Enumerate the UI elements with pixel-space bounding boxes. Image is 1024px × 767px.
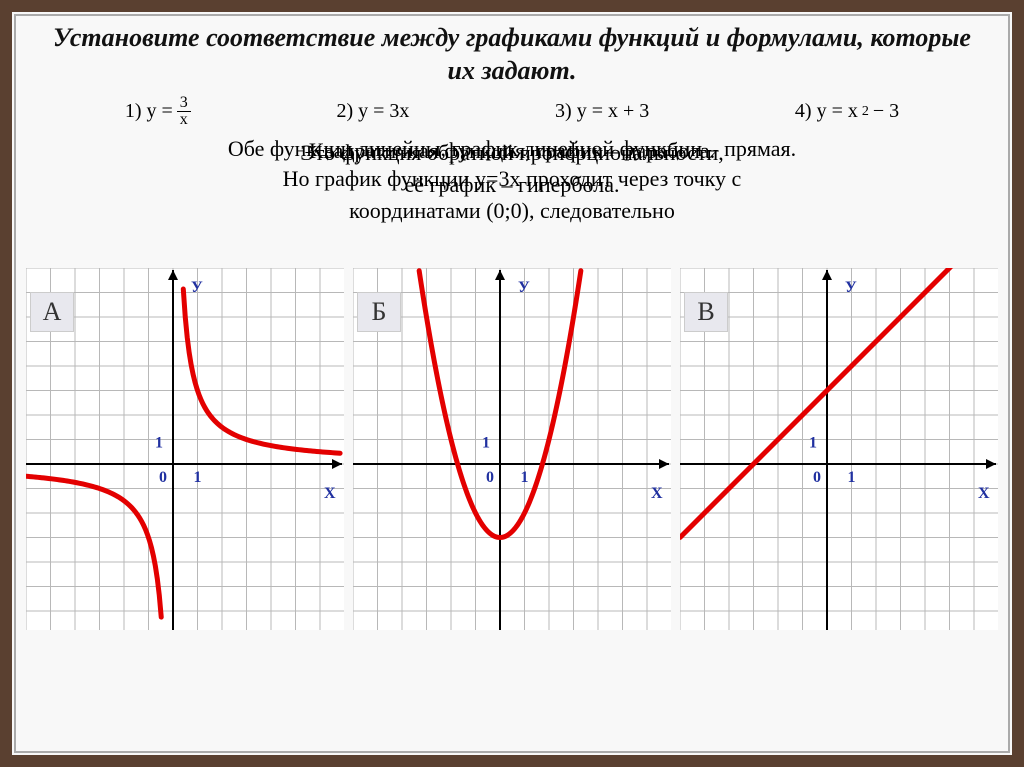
svg-text:1: 1: [155, 435, 163, 452]
svg-text:0: 0: [486, 469, 494, 486]
chart-badge-A: А: [30, 292, 74, 332]
explanation-overlay: Обе функции линейны, график линейной фун…: [32, 136, 992, 246]
chart-badge-B: Б: [357, 292, 401, 332]
svg-text:0: 0: [159, 469, 167, 486]
svg-text:У: У: [191, 279, 203, 296]
chart-B-wrap: Б У Х 1 0 1: [353, 268, 671, 635]
svg-text:1: 1: [848, 469, 856, 486]
explain-line-c: Это функция обратной пропорциональности,: [32, 140, 992, 166]
svg-text:Х: Х: [324, 485, 336, 502]
charts-row: А У Х 1 0 1 Б У Х 1 0 1 В У Х 1 0 1: [12, 246, 1012, 635]
chart-badge-V: В: [684, 292, 728, 332]
svg-text:1: 1: [521, 469, 529, 486]
chart-V-wrap: В У Х 1 0 1: [680, 268, 998, 635]
svg-text:Х: Х: [651, 485, 663, 502]
svg-text:У: У: [518, 279, 530, 296]
svg-text:У: У: [845, 279, 857, 296]
svg-text:Х: Х: [978, 485, 990, 502]
chart-A-wrap: А У Х 1 0 1: [26, 268, 344, 635]
explain-line-f: координатами (0;0), следовательно: [32, 198, 992, 224]
slide-frame: Установите соответствие между графиками …: [0, 0, 1024, 767]
explain-line-e: её график – гипербола.: [32, 172, 992, 198]
svg-text:1: 1: [482, 435, 490, 452]
svg-text:1: 1: [809, 435, 817, 452]
svg-text:0: 0: [813, 469, 821, 486]
svg-text:1: 1: [194, 469, 202, 486]
